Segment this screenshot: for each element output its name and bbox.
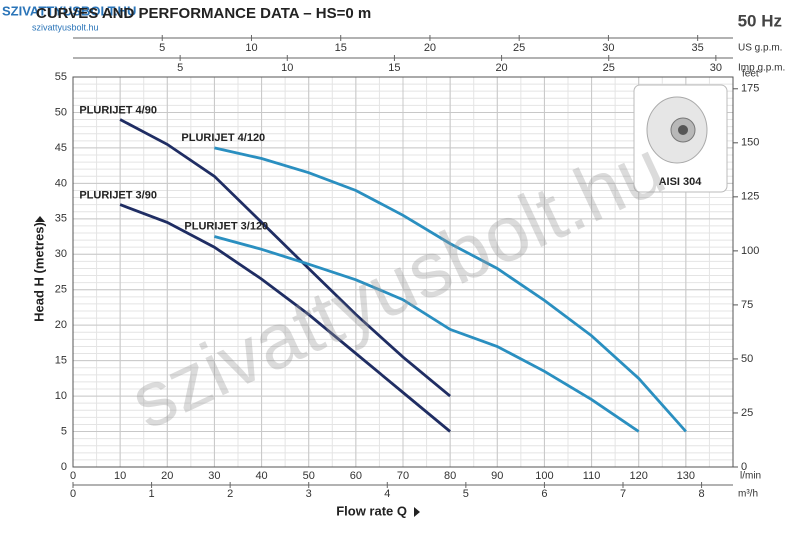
axis-tick-label: 30: [602, 42, 614, 54]
axis-tick-label: 3: [306, 488, 312, 500]
x-tick-label: 10: [114, 470, 126, 482]
x-tick-label: 70: [397, 470, 409, 482]
watermark: szivattyusbolt.hu: [117, 122, 677, 445]
axis-tick-label: 10: [281, 62, 293, 74]
axis-label: Imp g.p.m.: [738, 63, 785, 74]
y-tick-label: 35: [55, 213, 67, 225]
arrow: [414, 507, 420, 517]
x-tick-label: 110: [583, 470, 601, 482]
y2-tick-label: 150: [741, 137, 759, 149]
axis-tick-label: 5: [177, 62, 183, 74]
y-tick-label: 15: [55, 355, 67, 367]
axis-tick-label: 35: [692, 42, 704, 54]
curve: [214, 146, 687, 433]
axis-tick-label: 20: [424, 42, 436, 54]
grid: [72, 76, 733, 468]
series-label: PLURIJET 3/90: [79, 190, 157, 202]
x-tick-label: 80: [444, 470, 456, 482]
axis-tick-label: 0: [70, 488, 76, 500]
axis-tick-label: 4: [384, 488, 390, 500]
x-tick-label: 20: [161, 470, 173, 482]
y-axis-title: Head H (metres): [31, 222, 46, 322]
chart-title: CURVES AND PERFORMANCE DATA – HS=0 m: [36, 5, 371, 22]
inset-label: AISI 304: [659, 176, 703, 188]
y-tick-label: 55: [55, 71, 67, 83]
impeller-hole: [678, 125, 688, 135]
series-label: PLURIJET 4/120: [181, 132, 265, 144]
axis-tick-label: 30: [710, 62, 722, 74]
y-tick-label: 5: [61, 425, 67, 437]
y-tick-label: 0: [61, 461, 67, 473]
x-tick-label: 0: [70, 470, 76, 482]
curve: [214, 235, 640, 433]
series-label: PLURIJET 3/120: [184, 220, 268, 232]
x-tick-label: 40: [255, 470, 267, 482]
y2-tick-label: 175: [741, 83, 759, 95]
plot-frame: [72, 76, 734, 468]
y2-tick-label: 100: [741, 245, 759, 257]
y2-axis-title: feet: [742, 69, 759, 80]
axis-tick-label: 25: [513, 42, 525, 54]
axis-label: m³/h: [738, 489, 758, 500]
axis-tick-label: 1: [149, 488, 155, 500]
axis-tick-label: 5: [463, 488, 469, 500]
axis-label: US g.p.m.: [738, 43, 782, 54]
axis-tick-label: 8: [699, 488, 705, 500]
axis-tick-label: 5: [159, 42, 165, 54]
axis-tick-label: 25: [603, 62, 615, 74]
x-tick-label: 30: [208, 470, 220, 482]
y-tick-label: 45: [55, 142, 67, 154]
x-axis-title: Flow rate Q: [336, 503, 407, 518]
y2-tick-label: 25: [741, 407, 753, 419]
x-tick-label: 50: [303, 470, 315, 482]
y-tick-label: 30: [55, 248, 67, 260]
y-tick-label: 10: [55, 390, 67, 402]
y2-tick-label: 0: [741, 461, 747, 473]
y-tick-label: 25: [55, 284, 67, 296]
x-unit: l/min: [740, 471, 761, 482]
x-tick-label: 90: [491, 470, 503, 482]
logo-url: szivattyusbolt.hu: [32, 22, 99, 32]
logo: SZIVATTYUSBOLT.HU: [2, 3, 136, 18]
x-tick-label: 130: [677, 470, 695, 482]
y-tick-label: 20: [55, 319, 67, 331]
inset: AISI 304: [633, 84, 728, 193]
curve: [119, 118, 451, 398]
y-tick-label: 50: [55, 106, 67, 118]
axis-tick-label: 15: [335, 42, 347, 54]
arrow: [35, 216, 45, 222]
x-tick-label: 120: [630, 470, 648, 482]
frequency: 50 Hz: [738, 11, 782, 30]
curve: [119, 203, 451, 433]
y2-tick-label: 50: [741, 353, 753, 365]
x-tick-label: 100: [535, 470, 553, 482]
axis-tick-label: 2: [227, 488, 233, 500]
axis-tick-label: 7: [620, 488, 626, 500]
axis-tick-label: 10: [245, 42, 257, 54]
y2-tick-label: 125: [741, 191, 759, 203]
y2-tick-label: 75: [741, 299, 753, 311]
x-tick-label: 60: [350, 470, 362, 482]
axis-tick-label: 15: [388, 62, 400, 74]
series-label: PLURIJET 4/90: [79, 104, 157, 116]
y-tick-label: 40: [55, 177, 67, 189]
axis-tick-label: 20: [495, 62, 507, 74]
axis-tick-label: 6: [541, 488, 547, 500]
